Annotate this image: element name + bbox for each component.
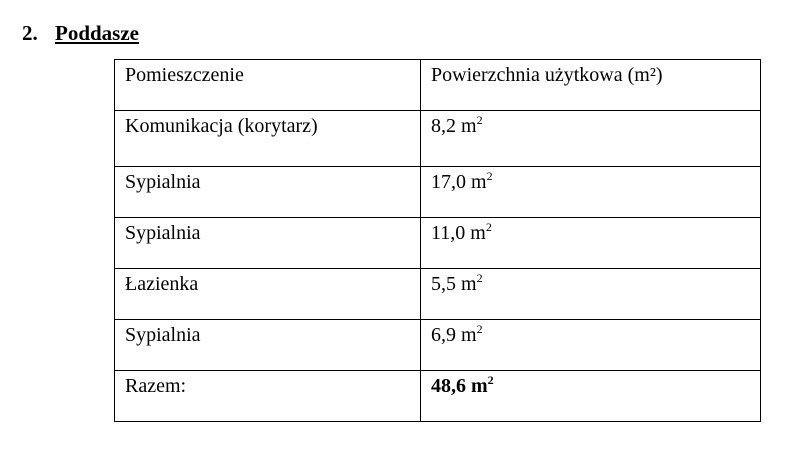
area-cell: 6,9 m2 <box>420 319 761 371</box>
area-value: 8,2 m <box>431 115 477 137</box>
total-area-exponent: 2 <box>487 373 494 387</box>
area-cell: 17,0 m2 <box>420 166 761 218</box>
area-cell: 8,2 m2 <box>420 110 761 167</box>
section-heading: 2. Poddasze <box>22 21 139 46</box>
area-cell: 5,5 m2 <box>420 268 761 320</box>
area-exponent: 2 <box>476 271 483 285</box>
area-value: 11,0 m <box>431 222 486 244</box>
area-table: Pomieszczenie Powierzchnia użytkowa (m²)… <box>114 59 761 422</box>
table-total-row: Razem: 48,6 m2 <box>114 370 761 422</box>
header-room: Pomieszczenie <box>114 59 421 111</box>
area-value: 17,0 m <box>431 171 487 193</box>
section-title: Poddasze <box>55 21 139 45</box>
room-cell: Sypialnia <box>114 319 421 371</box>
table-row: Łazienka 5,5 m2 <box>114 268 761 320</box>
room-cell: Sypialnia <box>114 166 421 218</box>
table-header-row: Pomieszczenie Powierzchnia użytkowa (m²) <box>114 59 761 111</box>
section-number: 2. <box>22 21 38 45</box>
room-cell: Komunikacja (korytarz) <box>114 110 421 167</box>
room-cell: Łazienka <box>114 268 421 320</box>
header-area: Powierzchnia użytkowa (m²) <box>420 59 761 111</box>
area-value: 5,5 m <box>431 273 477 295</box>
table-row: Sypialnia 11,0 m2 <box>114 217 761 269</box>
area-exponent: 2 <box>486 169 493 183</box>
table-row: Sypialnia 17,0 m2 <box>114 166 761 218</box>
total-area-cell: 48,6 m2 <box>420 370 761 422</box>
total-label: Razem: <box>114 370 421 422</box>
area-cell: 11,0 m2 <box>420 217 761 269</box>
area-value: 6,9 m <box>431 324 477 346</box>
area-exponent: 2 <box>476 322 483 336</box>
total-area-value: 48,6 m <box>431 375 488 397</box>
room-cell: Sypialnia <box>114 217 421 269</box>
area-exponent: 2 <box>476 113 483 127</box>
area-exponent: 2 <box>485 220 492 234</box>
table-row: Komunikacja (korytarz) 8,2 m2 <box>114 110 761 167</box>
table-row: Sypialnia 6,9 m2 <box>114 319 761 371</box>
